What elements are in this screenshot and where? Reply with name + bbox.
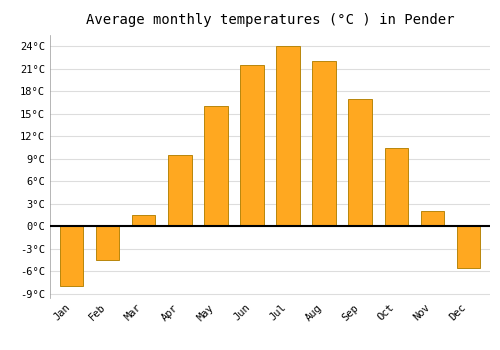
Bar <box>168 155 192 226</box>
Bar <box>384 147 408 226</box>
Bar <box>132 215 156 226</box>
Bar <box>60 226 84 286</box>
Title: Average monthly temperatures (°C ) in Pender: Average monthly temperatures (°C ) in Pe… <box>86 13 454 27</box>
Bar <box>456 226 480 267</box>
Bar <box>204 106 228 226</box>
Bar <box>96 226 120 260</box>
Bar <box>348 99 372 226</box>
Bar <box>240 65 264 226</box>
Bar <box>276 46 300 226</box>
Bar <box>420 211 444 226</box>
Bar <box>312 61 336 226</box>
